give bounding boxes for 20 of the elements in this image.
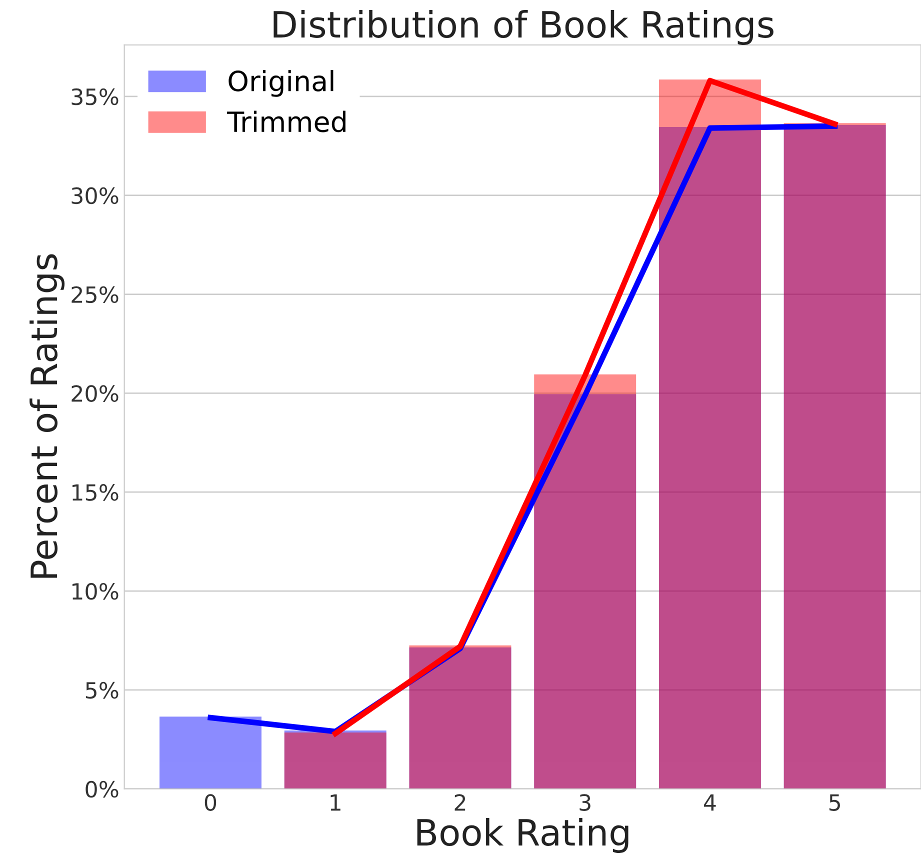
x-axis-title: Book Rating xyxy=(417,818,628,853)
legend-label: Original xyxy=(228,70,334,97)
x-tick-label: 2 xyxy=(454,794,466,811)
x-tick-label: 3 xyxy=(580,794,590,811)
bar xyxy=(160,716,262,789)
y-tick-label: 15% xyxy=(72,484,118,501)
y-tick-label: 5% xyxy=(86,682,118,699)
chart-title: Distribution of Book Ratings xyxy=(274,10,774,45)
y-tick-label: 0% xyxy=(86,780,118,798)
y-tick-label: 20% xyxy=(72,385,118,402)
x-tick-label: 1 xyxy=(330,794,340,811)
x-tick-label: 4 xyxy=(704,794,716,811)
legend-label: Trimmed xyxy=(227,110,346,132)
y-axis-title: Percent of Ratings xyxy=(30,254,65,578)
y-tick-label: 30% xyxy=(72,187,118,204)
y-tick-label: 35% xyxy=(72,88,118,106)
y-tick-label: 10% xyxy=(72,582,118,600)
y-tick-label: 25% xyxy=(72,286,118,304)
x-tick-label: 0 xyxy=(204,794,216,811)
x-tick-label: 5 xyxy=(829,794,840,811)
